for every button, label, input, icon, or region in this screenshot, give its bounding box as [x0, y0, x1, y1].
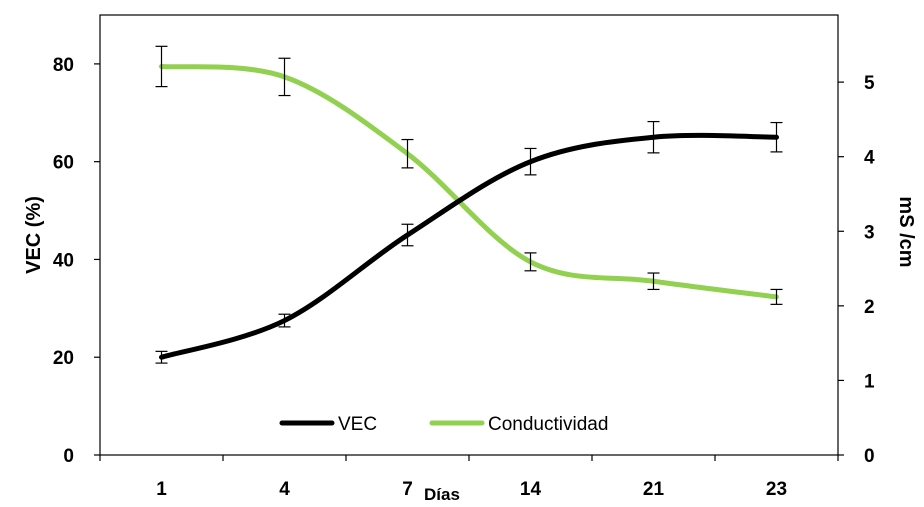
y-axis-ticks: 0 20 40 60 80: [53, 55, 100, 467]
x-tick-label: 4: [279, 479, 290, 500]
y2-axis-title: mS /cm: [895, 196, 917, 267]
y2-tick-label: 4: [864, 148, 875, 169]
x-tick-label: 1: [156, 479, 167, 500]
error-bar-vec: [647, 120, 660, 154]
y-tick-label: 20: [53, 348, 74, 369]
series-line-vec: [159, 132, 779, 360]
legend-label-conductividad: Conductividad: [488, 414, 608, 435]
x-axis-title: Días: [424, 485, 460, 504]
legend: VEC Conductividad: [279, 414, 608, 435]
error-bar-conductividad: [401, 138, 414, 169]
error-bar-conductividad: [524, 252, 537, 272]
error-bar-vec: [278, 313, 291, 328]
series-line-conductividad: [159, 63, 779, 300]
y2-axis-ticks: 0 1 2 3 4 5: [838, 73, 875, 467]
x-tick-label: 14: [520, 479, 542, 500]
error-bar-conductividad: [278, 57, 291, 97]
x-tick-label: 23: [766, 479, 787, 500]
error-bar-conductividad: [647, 272, 660, 291]
legend-label-vec: VEC: [338, 414, 377, 435]
y2-tick-label: 3: [864, 222, 875, 243]
y-axis-title: VEC (%): [23, 196, 45, 274]
error-bar-vec: [401, 223, 414, 247]
plot-area: [99, 14, 839, 456]
y2-tick-label: 1: [864, 371, 875, 392]
y-tick-label: 80: [53, 55, 74, 76]
error-bar-vec: [155, 350, 168, 364]
error-bar-vec: [770, 121, 783, 153]
x-tick-label: 7: [402, 479, 413, 500]
y-tick-label: 60: [53, 153, 74, 174]
x-axis-ticks: 1 4 7 14 21 23: [99, 455, 839, 500]
error-bar-conductividad: [770, 288, 783, 305]
error-bar-conductividad: [155, 45, 168, 88]
y2-tick-label: 2: [864, 297, 875, 318]
error-bar-vec: [524, 147, 537, 176]
x-tick-label: 21: [643, 479, 665, 500]
y2-tick-label: 5: [864, 73, 875, 94]
y-tick-label: 40: [53, 250, 74, 271]
series-layer: [155, 45, 783, 364]
y2-tick-label: 0: [864, 446, 875, 467]
y-tick-label: 0: [63, 446, 74, 467]
